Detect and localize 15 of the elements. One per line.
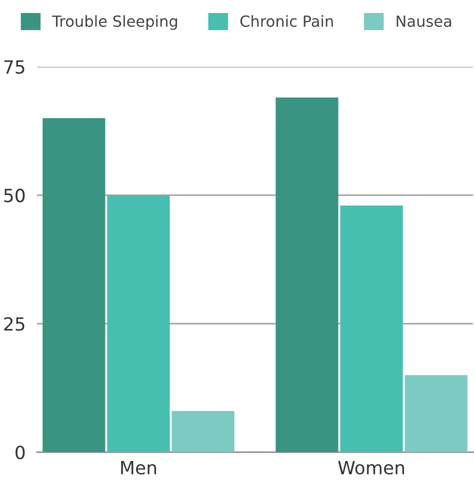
y-tick-label: 25 bbox=[4, 317, 24, 331]
legend-label: Chronic Pain bbox=[240, 15, 333, 27]
bar bbox=[172, 411, 234, 452]
bar bbox=[404, 375, 468, 452]
bar bbox=[107, 195, 170, 452]
legend-label: Trouble Sleeping bbox=[52, 15, 178, 30]
y-tick-label: 75 bbox=[4, 60, 24, 74]
bar bbox=[340, 205, 403, 452]
bar bbox=[276, 98, 338, 452]
x-tick-label: Men bbox=[121, 461, 156, 474]
y-tick-label: 50 bbox=[4, 188, 25, 202]
bar bbox=[42, 118, 106, 452]
y-tick-label: 0 bbox=[16, 446, 25, 460]
legend-label: Nausea bbox=[396, 16, 452, 27]
x-tick-label: Women bbox=[338, 461, 404, 474]
